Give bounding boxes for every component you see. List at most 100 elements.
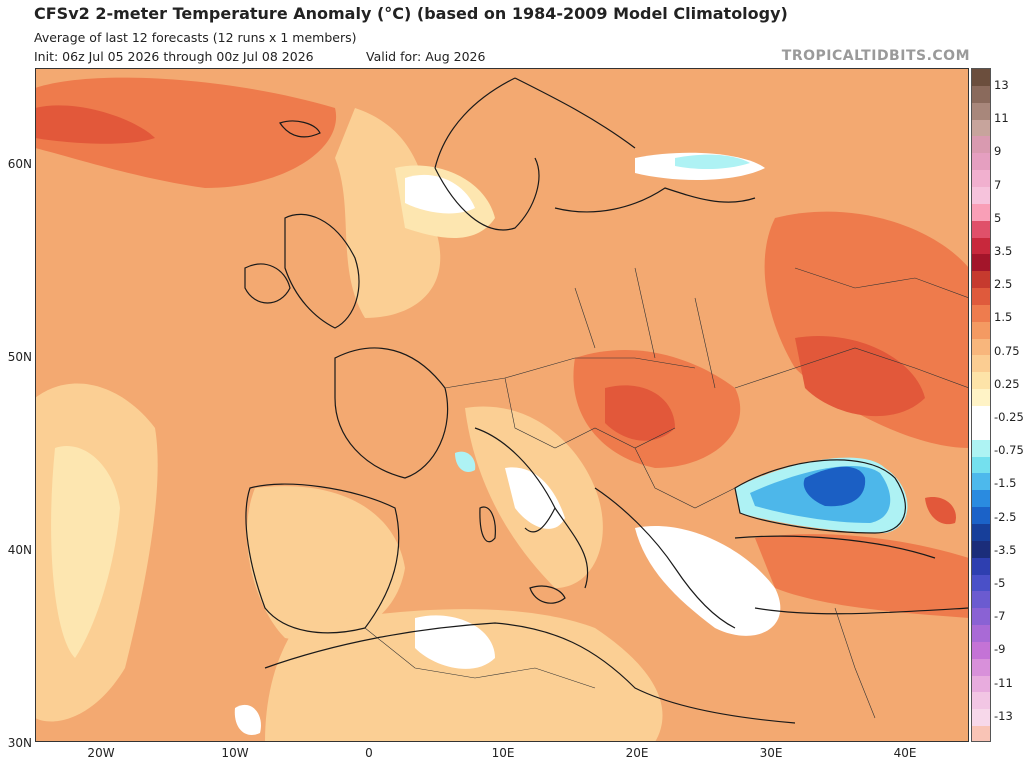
- balkan-hot-core: [605, 385, 675, 441]
- colorbar-segment: [972, 338, 990, 356]
- caucasus-hot-core: [925, 497, 956, 525]
- border-1: [444, 357, 696, 389]
- coastline-sicily: [529, 585, 566, 604]
- colorbar-segment: [972, 625, 990, 643]
- chart-title: CFSv2 2-meter Temperature Anomaly (°C) (…: [34, 4, 788, 23]
- colorbar-segment: [972, 641, 990, 659]
- country-borders: [364, 267, 969, 719]
- site-brand[interactable]: TROPICALTIDBITS.COM: [781, 48, 970, 64]
- colorbar-segment: [972, 102, 990, 120]
- lon-label-40e: 40E: [893, 746, 917, 760]
- colorbar-label: 0.25: [994, 376, 1020, 391]
- colorbar-segment: [972, 406, 990, 423]
- colorbar: [971, 68, 991, 742]
- colorbar-segment: [972, 456, 990, 474]
- colorbar-segment: [972, 473, 990, 491]
- west-atlantic-pale-core: [51, 446, 120, 658]
- colorbar-segment: [972, 523, 990, 541]
- colorbar-label: -1.5: [994, 476, 1017, 491]
- atlantic-hot-core: [35, 105, 155, 144]
- colorbar-segment: [972, 507, 990, 525]
- coastline-turkey: [734, 535, 969, 615]
- north-atlantic-pale-band: [335, 108, 441, 318]
- colorbar-segment: [972, 186, 990, 204]
- colorbar-segment: [972, 170, 990, 188]
- north-africa-pale: [265, 609, 663, 742]
- italy-neutral: [505, 467, 565, 529]
- lon-label-10w: 10W: [221, 746, 249, 760]
- colorbar-segment: [972, 69, 990, 86]
- lat-label-40n: 40N: [7, 543, 32, 557]
- colorbar-segment: [972, 557, 990, 575]
- colorbar-segment: [972, 119, 990, 137]
- colorbar-label: -2.5: [994, 509, 1017, 524]
- border-2: [504, 377, 676, 449]
- colorbar-segment: [972, 422, 990, 440]
- colorbar-label: -3.5: [994, 542, 1017, 557]
- lon-label-20e: 20E: [625, 746, 649, 760]
- atlantic-hot-zone: [35, 77, 337, 188]
- chart-subtitle: Average of last 12 forecasts (12 runs x …: [34, 30, 357, 45]
- lat-label-50n: 50N: [7, 350, 32, 364]
- anomaly-map: [35, 68, 969, 742]
- coastline-iberia: [245, 483, 400, 634]
- coastlines: [244, 77, 969, 724]
- valid-time: Valid for: Aug 2026: [366, 49, 486, 64]
- colorbar-segment: [972, 237, 990, 255]
- coastline-british-isles: [284, 213, 360, 329]
- coastline-ireland: [244, 263, 291, 304]
- colorbar-label: 5: [994, 210, 1002, 225]
- colorbar-segment: [972, 288, 990, 306]
- colorbar-label: 11: [994, 111, 1009, 126]
- border-7: [364, 627, 596, 689]
- colorbar-segment: [972, 389, 990, 407]
- coastline-france: [334, 347, 449, 479]
- coastline-sardinia: [479, 506, 496, 543]
- colorbar-segment: [972, 271, 990, 289]
- colorbar-segment: [972, 709, 990, 727]
- colorbar-segment: [972, 608, 990, 626]
- colorbar-segment: [972, 692, 990, 710]
- colorbar-segment: [972, 304, 990, 322]
- turkey-warm: [755, 534, 969, 618]
- ukraine-hot-core: [795, 336, 925, 417]
- colorbar-label: -5: [994, 576, 1006, 590]
- aegean-neutral: [635, 526, 781, 636]
- coastline-italy: [474, 427, 589, 589]
- colorbar-segment: [972, 490, 990, 508]
- lat-label-60n: 60N: [7, 157, 32, 171]
- lon-label-0: 0: [365, 746, 373, 760]
- colorbar-label: 13: [994, 78, 1009, 92]
- colorbar-label: 7: [994, 177, 1002, 192]
- colorbar-segment: [972, 658, 990, 676]
- colorbar-label: -11: [994, 675, 1013, 690]
- colorbar-label: 1.5: [994, 310, 1013, 325]
- colorbar-segment: [972, 591, 990, 609]
- coastline-north-africa: [264, 622, 796, 724]
- colorbar-label: 9: [994, 144, 1002, 159]
- colorbar-label: -0.75: [994, 443, 1024, 458]
- colorbar-segment: [972, 321, 990, 339]
- colorbar-label: -0.25: [994, 410, 1024, 424]
- lat-label-30n: 30N: [7, 736, 32, 750]
- baltic-cool-streak: [675, 154, 750, 170]
- colorbar-segment: [972, 254, 990, 272]
- colorbar-label: -9: [994, 642, 1006, 657]
- border-3: [574, 267, 716, 389]
- colorbar-label: -7: [994, 609, 1006, 624]
- colorbar-segment: [972, 153, 990, 171]
- iberia-pale: [246, 486, 405, 641]
- border-6: [794, 267, 969, 299]
- colorbar-segment: [972, 540, 990, 558]
- colorbar-label: 3.5: [994, 244, 1013, 258]
- coastline-balkans: [594, 487, 736, 629]
- colorbar-segment: [972, 85, 990, 103]
- ligurian-cool-spot: [455, 451, 476, 473]
- colorbar-segment: [972, 726, 990, 741]
- north-africa-neutral-2: [234, 704, 261, 736]
- colorbar-segment: [972, 439, 990, 457]
- coastline-scandinavia: [434, 77, 636, 231]
- coastline-black-sea: [734, 459, 906, 534]
- coastline-iceland: [279, 120, 321, 138]
- colorbar-label: 2.5: [994, 277, 1013, 292]
